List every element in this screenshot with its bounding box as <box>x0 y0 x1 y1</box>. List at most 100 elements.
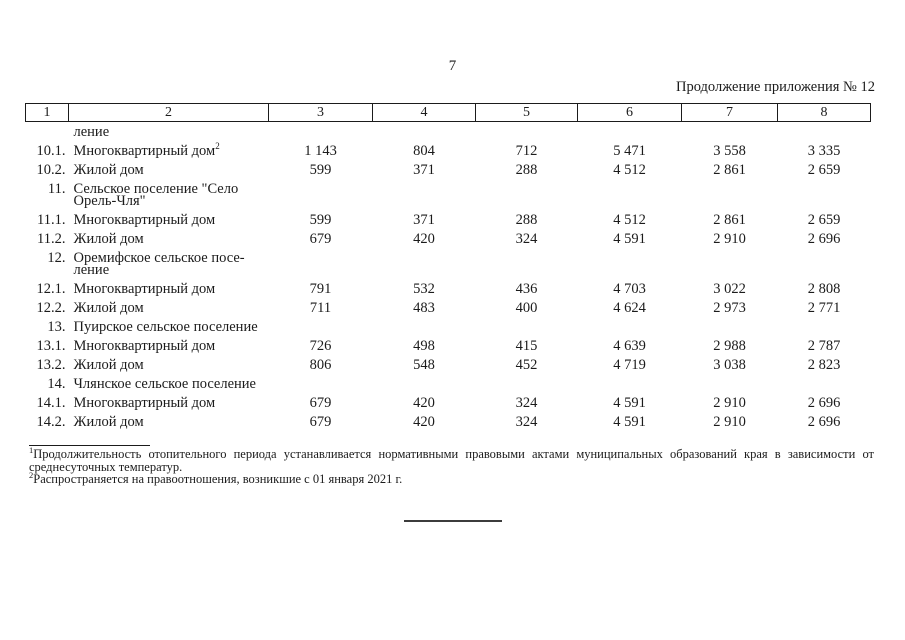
table-row: 13.1. Многоквартирный дом 726 498 415 4 … <box>26 336 871 355</box>
header-cell-5: 5 <box>475 103 578 122</box>
row-value-col6 <box>578 248 682 279</box>
row-value-col7: 3 038 <box>713 356 746 373</box>
footnote-ref: 2 <box>215 140 220 151</box>
row-number <box>26 122 69 142</box>
row-value-col7 <box>682 122 778 142</box>
row-number: 11.2. <box>37 230 66 247</box>
row-value-col8 <box>778 374 871 393</box>
footnote-1-text: Продолжительность отопительного периода … <box>29 447 874 474</box>
table-row: 14.1. Многоквартирный дом 679 420 324 4 … <box>26 393 871 412</box>
row-value-col4: 548 <box>413 356 435 373</box>
footnote-2: 2Распространяется на правоотношения, воз… <box>29 471 874 486</box>
row-value-col7: 3 022 <box>713 280 746 297</box>
row-value-col6: 5 471 <box>613 142 646 159</box>
row-value-col4: 804 <box>413 142 435 159</box>
row-number: 13.1. <box>36 337 66 354</box>
footnote-1-marker: 1 <box>29 444 34 455</box>
row-number: 14. <box>47 375 66 392</box>
row-value-col4 <box>373 122 476 142</box>
row-value-col3 <box>269 317 373 336</box>
row-number: 10.1. <box>36 142 66 159</box>
row-name-text: ление <box>73 123 110 140</box>
row-value-col6 <box>578 179 682 210</box>
row-number: 13.2. <box>36 356 66 373</box>
page-number: 7 <box>448 58 457 74</box>
footnote-1: 1Продолжительность отопительного периода… <box>29 444 874 474</box>
table-row: 11.2. Жилой дом 679 420 324 4 591 2 910 … <box>26 229 871 248</box>
table-row: 12. Оремифское сельское посе- ление <box>26 248 871 279</box>
row-value-col6: 4 591 <box>613 230 646 247</box>
row-number: 11. <box>47 180 66 197</box>
row-value-col5 <box>476 374 578 393</box>
row-value-col4 <box>373 317 476 336</box>
row-value-col6 <box>578 374 682 393</box>
row-name: Жилой дом <box>69 229 269 248</box>
table-row: 13. Пуирское сельское поселение <box>26 317 871 336</box>
row-name: Жилой дом <box>69 298 269 317</box>
row-name: Пуирское сельское поселение <box>69 317 269 336</box>
row-value-col4 <box>373 374 476 393</box>
row-value-col3: 599 <box>309 161 332 178</box>
row-value-col7 <box>682 248 778 279</box>
row-name-text: Сельское поселение "Село Орель-Чля" <box>73 180 239 209</box>
row-value-col5: 288 <box>515 161 538 178</box>
row-value-col8 <box>778 248 871 279</box>
tariff-table-grid: 1 2 3 4 5 6 7 8 ление 10.1. Многоквартир… <box>25 103 871 431</box>
row-value-col3 <box>269 374 373 393</box>
row-value-col8: 3 335 <box>807 142 841 159</box>
row-name: Многоквартирный дом2 <box>69 141 269 160</box>
table-row: ление <box>26 122 871 142</box>
row-value-col4 <box>373 179 476 210</box>
row-number: 11.1. <box>37 211 66 228</box>
row-value-col8: 2 823 <box>807 356 841 373</box>
row-number: 14.2. <box>36 413 66 430</box>
table-row: 10.1. Многоквартирный дом2 1 143 804 712… <box>26 141 871 160</box>
row-value-col6: 4 591 <box>613 413 646 430</box>
row-name: Многоквартирный дом <box>69 279 269 298</box>
row-value-col7: 2 910 <box>713 394 746 411</box>
row-name: Жилой дом <box>69 355 269 374</box>
row-value-col8: 2 771 <box>807 299 841 316</box>
header-cell-8: 8 <box>777 103 871 122</box>
row-value-col5: 712 <box>515 142 538 159</box>
row-value-col3: 711 <box>309 299 332 316</box>
row-name: Многоквартирный дом <box>69 393 269 412</box>
row-value-col5: 452 <box>515 356 538 373</box>
row-name: Члянское сельское поселение <box>69 374 269 393</box>
table-row: 14. Члянское сельское поселение <box>26 374 871 393</box>
header-cell-2: 2 <box>68 103 269 122</box>
row-value-col4: 420 <box>413 230 435 247</box>
row-name-text: Многоквартирный дом <box>73 280 216 297</box>
row-value-col6: 4 639 <box>613 337 646 354</box>
footnote-separator <box>29 445 150 446</box>
row-value-col7: 2 861 <box>713 211 746 228</box>
row-value-col8 <box>778 317 871 336</box>
row-value-col5: 324 <box>515 413 538 430</box>
row-name: Сельское поселение "Село Орель-Чля" <box>69 179 269 210</box>
row-name: ление <box>69 122 269 142</box>
row-name-text: Оремифское сельское посе- ление <box>73 249 245 278</box>
row-value-col8: 2 696 <box>807 230 841 247</box>
row-value-col7 <box>682 374 778 393</box>
row-value-col4: 498 <box>413 337 435 354</box>
row-name-text: Многоквартирный дом <box>73 337 216 354</box>
row-value-col7: 2 973 <box>713 299 746 316</box>
row-name: Жилой дом <box>69 412 269 431</box>
row-value-col3: 679 <box>309 230 332 247</box>
table-header-row: 1 2 3 4 5 6 7 8 <box>25 103 871 122</box>
row-value-col8: 2 696 <box>807 413 841 430</box>
row-name-text: Члянское сельское поселение <box>73 375 257 392</box>
row-value-col5: 436 <box>515 280 538 297</box>
footnote-2-text: Распространяется на правоотношения, возн… <box>33 472 403 486</box>
row-value-col3 <box>269 179 373 210</box>
row-name-text: Многоквартирный дом <box>73 211 216 228</box>
table-row: 12.2. Жилой дом 711 483 400 4 624 2 973 … <box>26 298 871 317</box>
header-cell-1: 1 <box>25 103 69 122</box>
row-value-col8 <box>778 122 871 142</box>
continuation-label: Продолжение приложения № 12 <box>676 79 875 95</box>
table-row: 10.2. Жилой дом 599 371 288 4 512 2 861 … <box>26 160 871 179</box>
row-value-col8: 2 659 <box>807 211 841 228</box>
row-value-col6: 4 624 <box>613 299 646 316</box>
bottom-divider <box>404 520 502 522</box>
row-name-text: Пуирское сельское поселение <box>73 318 258 335</box>
